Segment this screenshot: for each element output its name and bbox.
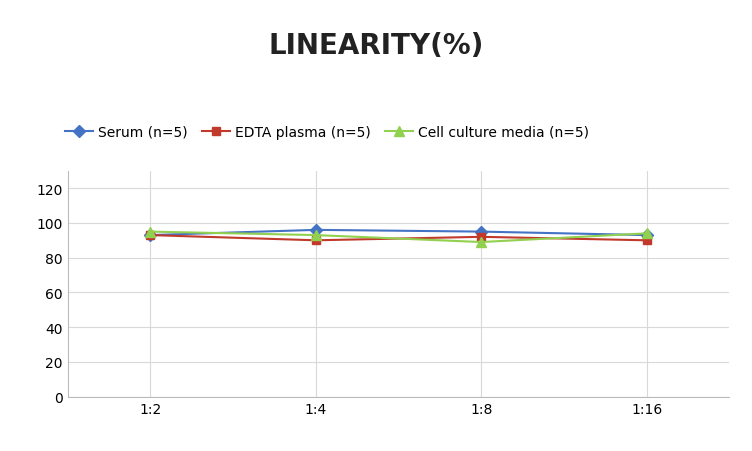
Text: LINEARITY(%): LINEARITY(%): [268, 32, 484, 60]
EDTA plasma (n=5): [477, 235, 486, 240]
EDTA plasma (n=5): [311, 238, 320, 244]
Serum (n=5): [146, 233, 155, 238]
Serum (n=5): [311, 228, 320, 233]
Cell culture media (n=5): [477, 240, 486, 245]
Legend: Serum (n=5), EDTA plasma (n=5), Cell culture media (n=5): Serum (n=5), EDTA plasma (n=5), Cell cul…: [59, 120, 595, 145]
Serum (n=5): [642, 233, 651, 238]
Cell culture media (n=5): [146, 230, 155, 235]
Line: Serum (n=5): Serum (n=5): [146, 226, 651, 240]
Serum (n=5): [477, 230, 486, 235]
EDTA plasma (n=5): [146, 233, 155, 238]
Line: EDTA plasma (n=5): EDTA plasma (n=5): [146, 231, 651, 245]
Cell culture media (n=5): [311, 233, 320, 238]
Line: Cell culture media (n=5): Cell culture media (n=5): [146, 227, 651, 247]
Cell culture media (n=5): [642, 231, 651, 236]
EDTA plasma (n=5): [642, 238, 651, 244]
